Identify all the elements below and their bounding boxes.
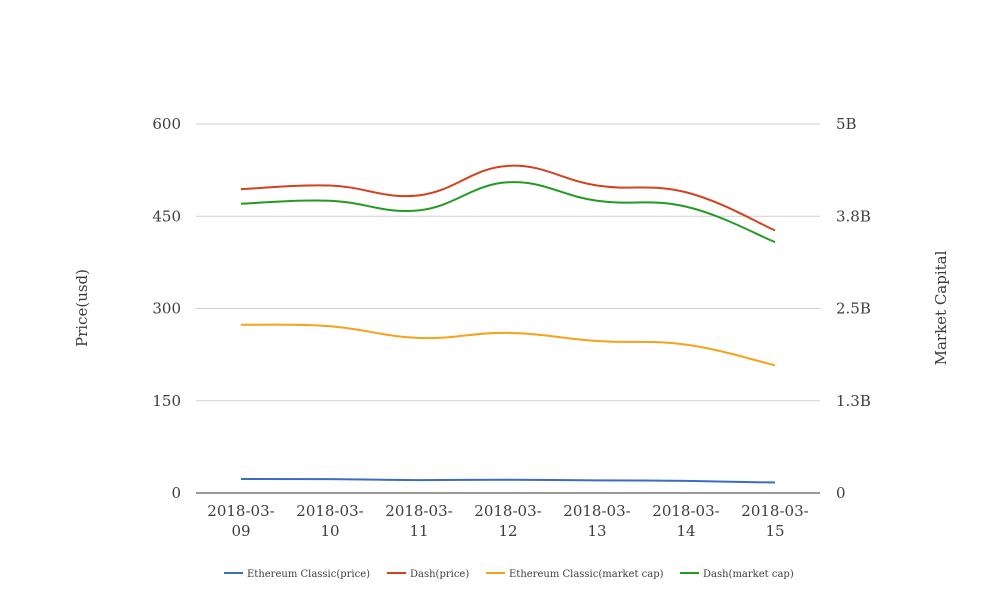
- gridlines: [196, 123, 820, 402]
- series-line-2: [240, 164, 776, 232]
- series-lines: [240, 164, 776, 484]
- x-tick-label: 2018-03-12: [474, 502, 541, 540]
- legend-label: Ethereum Classic(market cap): [509, 569, 664, 580]
- x-tick-label: 2018-03-10: [296, 502, 363, 540]
- legend-item: Ethereum Classic(market cap): [486, 569, 664, 580]
- legend-item: Dash(market cap): [680, 569, 794, 580]
- y-right-tick-label: 1.3B: [836, 392, 871, 410]
- series-line-1: [240, 477, 776, 484]
- x-tick-label: 2018-03-13: [563, 502, 630, 540]
- left-axis-ticks: 0 150 300 450 600: [152, 115, 181, 502]
- y-left-tick-label: 450: [152, 207, 181, 225]
- y-left-tick-label: 300: [152, 300, 181, 318]
- y-left-tick-label: 600: [152, 115, 181, 133]
- x-tick-label: 2018-03-14: [652, 502, 719, 540]
- legend-item: Ethereum Classic(price): [224, 569, 370, 580]
- legend: Ethereum Classic(price) Dash(price) Ethere…: [224, 569, 794, 580]
- y-left-tick-label: 150: [152, 392, 181, 410]
- y-right-tick-label: 3.8B: [836, 207, 871, 225]
- legend-label: Dash(market cap): [703, 569, 794, 580]
- right-axis-ticks: 0 1.3B 2.5B 3.8B 5B: [836, 115, 871, 502]
- y-right-tick-label: 5B: [836, 115, 857, 133]
- legend-item: Dash(price): [387, 569, 469, 580]
- legend-label: Ethereum Classic(price): [247, 569, 370, 580]
- legend-label: Dash(price): [410, 569, 469, 580]
- x-tick-label: 2018-03-15: [741, 502, 808, 540]
- y-right-tick-label: 0: [836, 484, 846, 502]
- y-right-tick-label: 2.5B: [836, 300, 871, 318]
- y-left-tick-label: 0: [171, 484, 181, 502]
- series-line-4: [240, 181, 776, 244]
- y-axis-right-label: Market Capital: [932, 250, 950, 365]
- x-tick-label: 2018-03-09: [207, 502, 274, 540]
- x-tick-label: 2018-03-11: [385, 502, 452, 540]
- y-axis-left-label: Price(usd): [73, 269, 91, 347]
- x-axis-ticks: 2018-03-09 2018-03-10 2018-03-11 2018-03-12…: [207, 502, 808, 540]
- series-line-3: [240, 323, 776, 367]
